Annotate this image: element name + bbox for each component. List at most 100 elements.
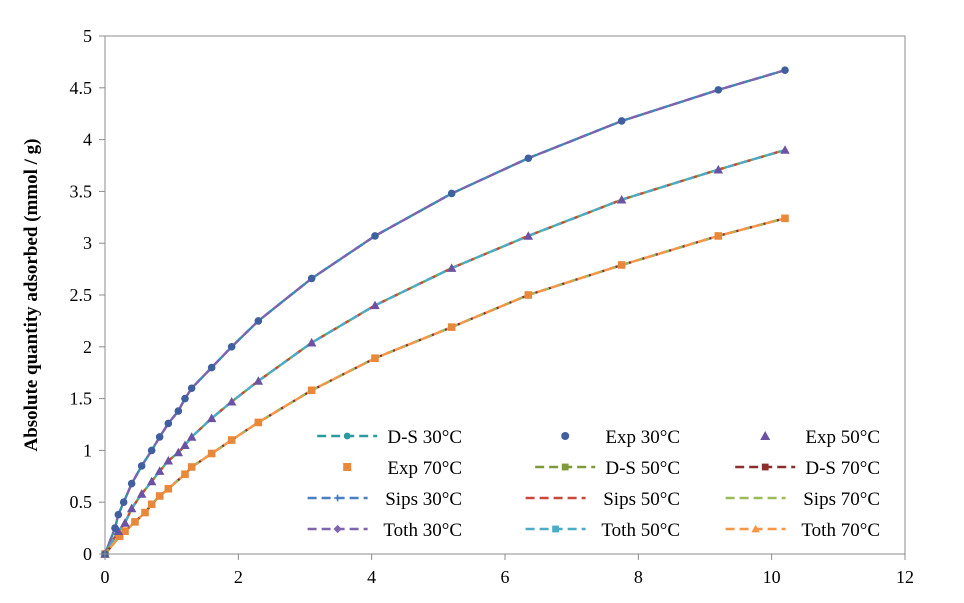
legend-label: Sips 50°C <box>603 489 680 510</box>
data-point-exp-30 <box>254 317 263 325</box>
x-tick-label: 10 <box>763 567 781 587</box>
data-point-exp-30 <box>164 419 173 428</box>
y-tick-label: 3.5 <box>70 181 93 201</box>
data-point-exp-70 <box>121 527 129 536</box>
x-tick-label: 2 <box>234 567 243 587</box>
legend-label: Exp 50°C <box>805 427 880 448</box>
data-point-exp-50 <box>370 300 380 310</box>
legend: D-S 30°C Exp 30°C Exp 50°C Exp 70°C D-S 50°C… <box>307 427 880 541</box>
data-point-exp-70 <box>147 500 156 509</box>
legend-marker <box>343 463 352 471</box>
model-curve-sips-30-c <box>103 69 786 555</box>
legend-marker <box>334 494 341 502</box>
x-tick-label: 4 <box>367 567 376 587</box>
data-point-exp-30 <box>127 479 136 488</box>
data-point-exp-70 <box>447 323 456 331</box>
data-point-exp-50 <box>163 456 174 465</box>
data-point-exp-50 <box>186 432 197 441</box>
data-point-exp-70 <box>115 532 124 541</box>
data-point-exp-30 <box>781 66 789 74</box>
data-point-exp-50 <box>173 447 184 457</box>
legend-marker <box>561 432 570 440</box>
legend-entry-sips-30-c: Sips 30°C <box>307 489 462 510</box>
data-point-exp-50 <box>446 263 457 272</box>
legend-entry-sips-70-c: Sips 70°C <box>725 489 880 510</box>
legend-entry-toth-70-c: Toth 70°C <box>725 520 880 541</box>
data-point-exp-50 <box>146 476 157 486</box>
legend-entry-d-s-50-c: D-S 50°C <box>535 458 680 479</box>
y-tick-label: 2 <box>83 337 92 357</box>
data-point-exp-30 <box>524 154 533 163</box>
legend-entry-d-s-30-c: D-S 30°C <box>317 427 462 448</box>
data-point-exp-50 <box>126 503 137 513</box>
data-point-exp-70 <box>524 291 533 299</box>
data-point-exp-50 <box>154 466 165 475</box>
data-point-exp-30 <box>119 498 128 507</box>
legend-marker <box>761 463 769 471</box>
y-axis-label: Absolute quantity adsorbed (mmol / g) <box>21 139 42 452</box>
data-point-exp-70 <box>181 470 189 479</box>
legend-marker <box>343 432 351 440</box>
legend-label: D-S 70°C <box>805 458 880 479</box>
legend-entry-d-s-70-c: D-S 70°C <box>735 458 880 479</box>
data-point-exp-30 <box>111 524 119 532</box>
data-point-exp-30 <box>155 433 164 441</box>
legend-label: Exp 70°C <box>387 458 462 479</box>
x-tick-label: 12 <box>896 567 914 587</box>
data-point-exp-50 <box>120 518 130 527</box>
legend-label: Toth 70°C <box>801 520 880 541</box>
legend-label: Sips 70°C <box>803 489 880 510</box>
x-tick-label: 6 <box>501 567 510 587</box>
data-point-exp-30 <box>227 343 236 351</box>
y-tick-label: 1.5 <box>70 389 93 409</box>
data-point-exp-50 <box>523 231 534 240</box>
data-point-exp-50 <box>780 145 790 154</box>
data-point-exp-70 <box>227 436 236 444</box>
legend-entry-exp-50-c: Exp 50°C <box>760 427 880 448</box>
data-point-exp-50 <box>180 440 190 450</box>
legend-entry-toth-30-c: Toth 30°C <box>307 520 462 541</box>
data-point-exp-30 <box>447 189 456 198</box>
data-point-exp-70 <box>714 232 723 240</box>
data-point-exp-70 <box>207 449 216 458</box>
legend-entry-exp-30-c: Exp 30°C <box>561 427 680 448</box>
data-point-exp-50 <box>136 489 147 498</box>
data-point-exp-50 <box>206 413 217 423</box>
y-tick-label: 3 <box>83 233 92 253</box>
model-curve-toth-50-c <box>103 148 786 555</box>
data-point-exp-50 <box>306 337 317 347</box>
y-tick-label: 0.5 <box>70 492 93 512</box>
y-tick-label: 5 <box>83 26 92 46</box>
x-tick-label: 8 <box>634 567 643 587</box>
legend-marker <box>760 431 771 440</box>
data-point-exp-70 <box>617 261 626 269</box>
data-point-exp-30 <box>307 274 316 283</box>
data-point-exp-30 <box>187 384 196 393</box>
data-point-exp-50 <box>616 194 627 204</box>
model-curve-toth-70-c <box>104 217 786 555</box>
axes: 0 2 4 6 8 10 12 0 0.5 1 1.5 2 2.5 3 3.5 4 4.5 5 Absolute q… <box>21 26 914 587</box>
legend-label: Toth 30°C <box>383 520 462 541</box>
legend-marker <box>552 525 559 533</box>
data-point-exp-70 <box>141 508 149 517</box>
data-point-exp-70 <box>164 484 173 493</box>
legend-label: Toth 50°C <box>601 520 680 541</box>
data-point-exp-50 <box>713 164 724 174</box>
legend-label: Exp 30°C <box>605 427 680 448</box>
y-tick-label: 2.5 <box>70 285 93 305</box>
y-tick-label: 0 <box>83 544 92 564</box>
legend-label: D-S 50°C <box>605 458 680 479</box>
y-tick-label: 1 <box>83 440 92 460</box>
data-point-exp-70 <box>254 418 263 427</box>
plot-frame <box>104 35 906 555</box>
data-point-exp-30 <box>147 446 156 455</box>
data-point-exp-30 <box>114 510 123 519</box>
legend-label: Sips 30°C <box>385 489 462 510</box>
data-point-exp-50 <box>253 376 264 385</box>
data-point-exp-70 <box>131 518 139 526</box>
legend-label: D-S 30°C <box>387 427 462 448</box>
data-point-exp-30 <box>181 394 189 403</box>
x-tick-label: 0 <box>101 567 110 587</box>
legend-entry-sips-50-c: Sips 50°C <box>525 489 680 510</box>
